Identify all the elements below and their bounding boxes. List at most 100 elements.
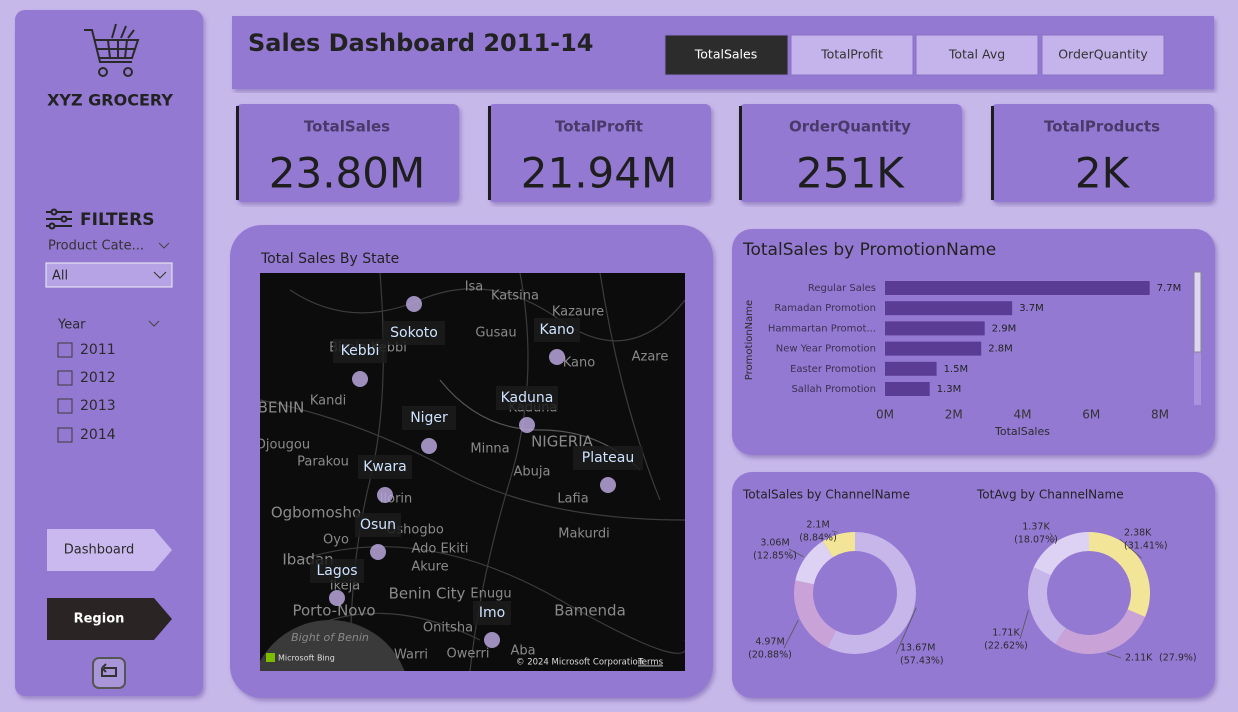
copyright: © 2024 Microsoft Corporation (516, 658, 643, 668)
tab[interactable] (1041, 34, 1165, 76)
value-label: 3.7M (1019, 303, 1044, 314)
state-label: Kebbi (341, 343, 380, 359)
state-label: Osun (360, 517, 396, 533)
value-label: 1.5M (944, 364, 969, 375)
kpi-card (236, 104, 459, 202)
percent-label: (57.43%) (900, 656, 944, 667)
scrollbar-thumb[interactable] (1193, 271, 1202, 353)
dropdown-value: All (52, 269, 68, 284)
donut-slice[interactable] (1055, 609, 1146, 654)
x-axis-label: TotalSales (994, 425, 1050, 438)
bar[interactable] (885, 321, 985, 336)
x-tick-label: 0M (876, 408, 894, 422)
state-bubble[interactable] (549, 349, 565, 365)
place-label: Abuja (514, 465, 551, 480)
donut-slice[interactable] (795, 541, 833, 585)
state-label-bg (573, 446, 643, 470)
bar[interactable] (885, 341, 982, 356)
chart-title: TotalSales by ChannelName (742, 488, 910, 502)
state-bubble[interactable] (406, 296, 422, 312)
state-bubble[interactable] (377, 487, 393, 503)
leader-line (1119, 538, 1142, 559)
state-bubble[interactable] (370, 544, 386, 560)
chevron (158, 242, 170, 249)
tab[interactable] (915, 34, 1039, 76)
place-label: Enugu (470, 587, 511, 602)
place-label: Djougou (256, 438, 310, 453)
kpi-accent (236, 106, 239, 200)
leader-line (1049, 532, 1056, 541)
checkbox[interactable] (57, 427, 73, 443)
donut-slice[interactable] (1028, 567, 1066, 644)
place-label: Makurdi (558, 527, 610, 542)
donut-slice[interactable] (794, 580, 837, 648)
state-bubble[interactable] (352, 371, 368, 387)
leader-line (831, 530, 838, 533)
nav-button[interactable] (47, 598, 172, 640)
kpi-value: 2K (1075, 149, 1131, 198)
state-label: Kaduna (501, 390, 554, 406)
dropdown[interactable] (45, 262, 173, 288)
leader-line (895, 607, 917, 655)
checkbox[interactable] (57, 398, 73, 414)
map: IsaKatsinaKazaureGusauBirnin KebbiAzareK… (256, 273, 685, 671)
state-bubble[interactable] (484, 632, 500, 648)
place-label: Onitsha (423, 621, 473, 636)
terms-link[interactable]: Terms (637, 658, 664, 668)
value-label: 13.67M (900, 643, 935, 654)
value-label: 3.06M (760, 538, 789, 549)
kpi-card (488, 104, 711, 202)
bar[interactable] (885, 301, 1013, 316)
x-tick-label: 2M (945, 408, 963, 422)
back-button[interactable] (92, 657, 126, 689)
state-label: Sokoto (390, 325, 438, 341)
place-label: Gusau (475, 326, 516, 341)
place-label: Oyo (323, 533, 349, 548)
place-label: Lafia (557, 492, 588, 507)
bar[interactable] (885, 382, 930, 396)
map-bg (260, 273, 685, 671)
donut-slice[interactable] (1089, 532, 1150, 618)
state-bubble[interactable] (421, 438, 437, 454)
state-label: Niger (410, 410, 448, 426)
year-option: 2011 (80, 342, 116, 358)
state-label: Lagos (316, 563, 357, 579)
state-bubble[interactable] (519, 417, 535, 433)
place-label: Bight of Benin (291, 631, 369, 644)
tab[interactable] (664, 34, 789, 76)
percent-label: (27.9%) (1159, 653, 1197, 664)
state-bubble[interactable] (600, 477, 616, 493)
kpi-accent (991, 106, 994, 200)
kpi-value: 251K (796, 149, 905, 198)
brand: XYZ GROCERY (47, 91, 173, 110)
kpi-card (739, 104, 962, 202)
sidebar (15, 10, 203, 696)
bar[interactable] (885, 281, 1150, 295)
donut-slice[interactable] (827, 532, 916, 654)
donut-slice[interactable] (822, 532, 855, 558)
place-label: Minna (470, 442, 509, 457)
bar[interactable] (885, 361, 937, 376)
nav-button[interactable] (47, 529, 172, 571)
checkbox[interactable] (57, 370, 73, 386)
percent-label: (31.41%) (1124, 541, 1168, 552)
state-label-bg (355, 513, 401, 537)
place-label: Azare (632, 350, 669, 365)
chevron (148, 320, 160, 327)
percent-label: (12.85%) (753, 551, 797, 562)
place-label: Aba (510, 644, 535, 659)
tab[interactable] (790, 34, 914, 76)
checkbox[interactable] (57, 342, 73, 358)
donut-slice[interactable] (1033, 532, 1089, 576)
place-label: Bamenda (554, 602, 626, 620)
state-bubble[interactable] (329, 590, 345, 606)
place-label: Akure (411, 560, 448, 575)
percent-label: (8.84%) (799, 533, 837, 544)
tab-label: TotalProfit (820, 47, 883, 62)
place-label: BENIN (258, 399, 305, 417)
tab-label: OrderQuantity (1058, 47, 1148, 62)
state-label-bg (310, 559, 364, 583)
x-tick-label: 6M (1082, 408, 1100, 422)
leader-line (788, 548, 804, 558)
